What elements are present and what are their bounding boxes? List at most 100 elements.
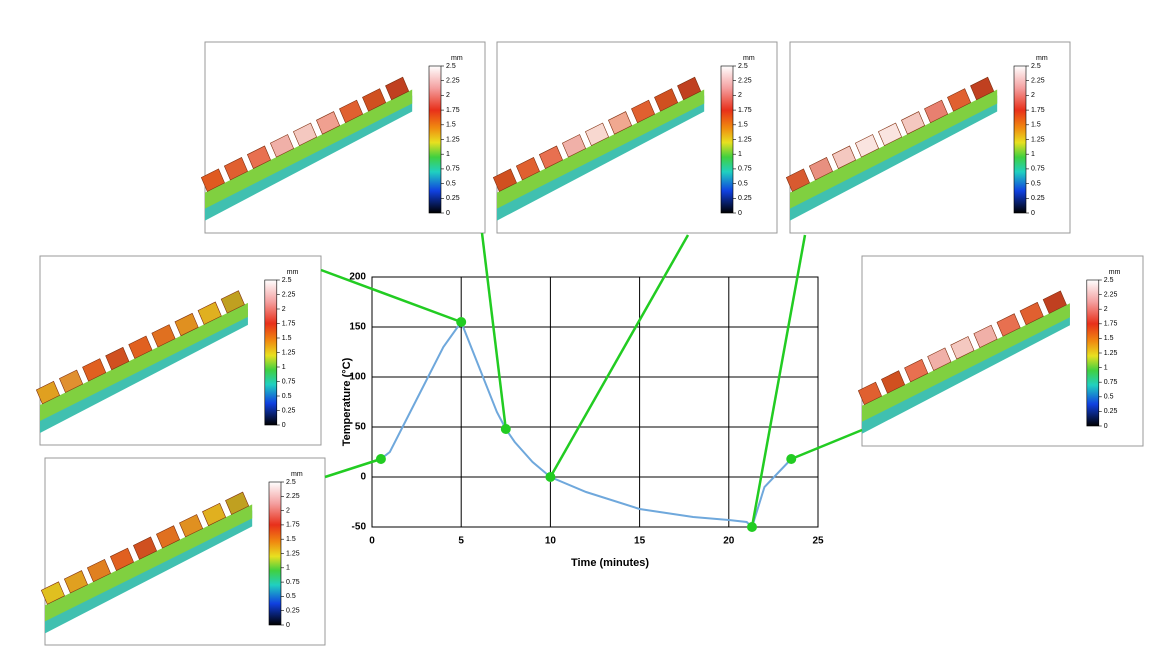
colorbar-label: 0.75	[282, 378, 296, 385]
chip	[927, 347, 952, 371]
colorbar-label: 0.5	[738, 180, 748, 187]
chip	[831, 145, 857, 169]
colorbar-label: 1.75	[446, 107, 460, 114]
colorbar	[268, 481, 282, 626]
colorbar-label: 2.5	[1104, 277, 1114, 284]
colorbar-label: 2	[1031, 92, 1035, 99]
chip	[59, 369, 84, 393]
colorbar-label: 1.75	[1104, 321, 1118, 328]
strip-top	[497, 89, 705, 209]
colorbar-label: 0	[738, 210, 742, 217]
colorbar-label: 2.25	[738, 78, 752, 85]
chip	[174, 312, 199, 337]
colorbar-label: 0.25	[286, 608, 300, 615]
colorbar-label: 1	[738, 151, 742, 158]
chip	[950, 336, 975, 360]
colorbar	[1013, 65, 1027, 214]
colorbar-label: 0.25	[282, 407, 296, 414]
colorbar-label: 0.75	[1031, 166, 1045, 173]
colorbar-unit: mm	[291, 471, 303, 478]
chip	[901, 111, 926, 135]
inset-image: mm2.5 2.25 2 1.75 1.5 1.25 1 0.75 0.5 0.25 0	[785, 41, 1071, 234]
chip	[854, 134, 880, 158]
chip	[220, 290, 245, 314]
colorbar-label: 1.5	[282, 335, 292, 342]
colorbar-label: 1	[1031, 151, 1035, 158]
inset-image: mm2.5 2.25 2 1.75 1.5 1.25 1 0.75 0.5 0.25 0	[200, 41, 486, 234]
chip	[996, 313, 1021, 337]
chip	[924, 99, 949, 124]
colorbar	[264, 279, 278, 426]
colorbar-unit: mm	[1036, 55, 1048, 62]
chip	[225, 491, 250, 515]
colorbar-unit: mm	[1109, 269, 1121, 276]
colorbar-label: 1.25	[286, 550, 300, 557]
colorbar	[1086, 279, 1100, 427]
inset-image: mm2.5 2.25 2 1.75 1.5 1.25 1 0.75 0.5 0.25 0	[40, 457, 326, 646]
colorbar-unit: mm	[287, 269, 299, 276]
chip	[269, 134, 295, 158]
chip	[808, 157, 833, 181]
chip	[86, 558, 112, 583]
chip	[904, 358, 929, 383]
y-axis-label: Temperature (°C)	[341, 357, 353, 446]
chip	[151, 324, 176, 348]
strip-top	[45, 504, 253, 622]
strip-top	[790, 89, 998, 209]
data-point	[375, 454, 386, 464]
x-tick-label: 25	[812, 536, 824, 547]
y-tick-label: 150	[349, 322, 366, 333]
chip	[200, 168, 225, 192]
colorbar-label: 2.5	[282, 277, 292, 284]
chip	[881, 370, 906, 394]
colorbar-label: 1.25	[282, 349, 296, 356]
y-tick-label: 50	[355, 422, 367, 433]
colorbar-label: 2.5	[738, 63, 748, 70]
chip	[561, 134, 587, 158]
chip	[385, 76, 410, 101]
colorbar-label: 1	[446, 151, 450, 158]
colorbar-label: 2.5	[1031, 63, 1041, 70]
colorbar-label: 1.5	[738, 122, 748, 129]
strip-top	[862, 303, 1070, 422]
data-point	[786, 454, 797, 464]
connector	[790, 428, 863, 461]
colorbar-label: 2	[446, 92, 450, 99]
colorbar-label: 2	[1104, 306, 1108, 313]
y-tick-label: 100	[349, 372, 366, 383]
colorbar-label: 0	[1031, 210, 1035, 217]
colorbar-label: 1	[1104, 364, 1108, 371]
colorbar-label: 1.25	[738, 136, 752, 143]
colorbar	[720, 65, 734, 214]
chip	[631, 99, 656, 124]
colorbar-label: 0	[282, 422, 286, 429]
chip	[339, 99, 364, 124]
x-tick-label: 5	[458, 536, 464, 547]
chip	[197, 301, 222, 325]
colorbar-label: 1.25	[1104, 350, 1118, 357]
data-point	[746, 522, 757, 532]
chip	[223, 157, 248, 181]
colorbar-label: 0	[1104, 423, 1108, 430]
colorbar-label: 0.25	[738, 195, 752, 202]
colorbar-label: 2.5	[286, 479, 296, 486]
chip	[202, 502, 227, 527]
chip	[492, 168, 517, 192]
chip	[109, 547, 135, 571]
colorbar-label: 2.25	[286, 493, 300, 500]
connector	[324, 457, 382, 479]
y-tick-label: -50	[352, 522, 367, 533]
chip	[82, 358, 107, 382]
colorbar-label: 1.75	[738, 107, 752, 114]
colorbar-label: 2	[286, 507, 290, 514]
chip	[585, 122, 610, 147]
colorbar-label: 1	[286, 565, 290, 572]
connector	[320, 268, 462, 324]
colorbar-label: 0.75	[1104, 379, 1118, 386]
colorbar-label: 1.5	[446, 122, 456, 129]
colorbar-label: 1.75	[282, 320, 296, 327]
colorbar-label: 1.25	[1031, 136, 1045, 143]
chip	[973, 324, 998, 349]
chip	[63, 570, 88, 594]
chip	[878, 122, 903, 147]
